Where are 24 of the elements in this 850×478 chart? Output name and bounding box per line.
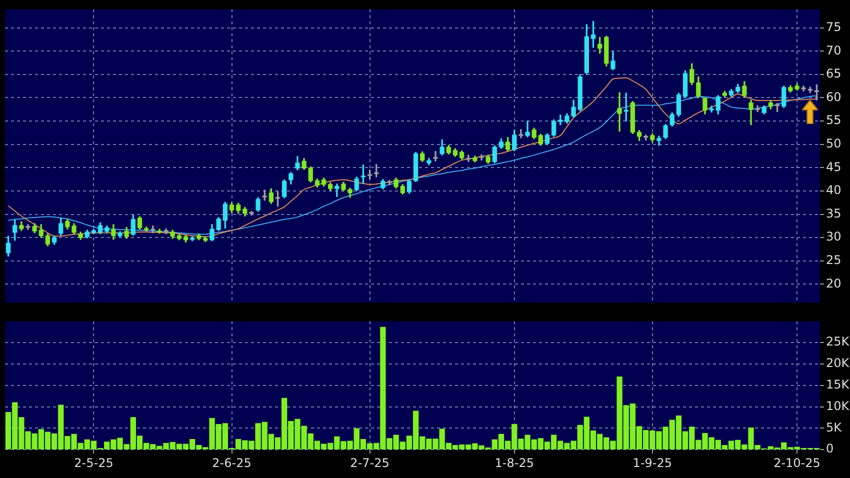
x-tick-label: 1-8-25	[494, 456, 534, 470]
y-tick-label: 60	[826, 90, 842, 104]
y-tick-label: 75	[826, 20, 842, 34]
y-tick-label: 65	[826, 66, 842, 81]
y-tick-label: 5K	[826, 420, 843, 434]
y-tick-label: 20K	[826, 356, 850, 370]
y-tick-label: 30	[826, 230, 842, 244]
y-tick-label: 0	[826, 442, 834, 456]
y-tick-label: 15K	[826, 378, 850, 392]
y-tick-label: 50	[826, 136, 842, 150]
y-tick-label: 35	[826, 206, 842, 220]
x-tick-label: 2-5-25	[74, 456, 114, 470]
y-tick-label: 40	[826, 183, 842, 198]
x-tick-label: 2-6-25	[212, 456, 252, 470]
y-tick-label: 25	[826, 252, 842, 267]
y-tick-label: 20	[826, 276, 842, 290]
x-tick-label: 2-7-25	[350, 456, 390, 470]
y-tick-label: 55	[826, 113, 842, 128]
y-tick-label: 25K	[826, 334, 850, 349]
x-tick-label: 1-9-25	[632, 456, 672, 470]
x-tick-label: 2-10-25	[774, 456, 820, 470]
y-tick-label: 70	[826, 43, 842, 58]
y-tick-label: 45	[826, 160, 842, 174]
y-tick-label: 10K	[826, 398, 850, 413]
